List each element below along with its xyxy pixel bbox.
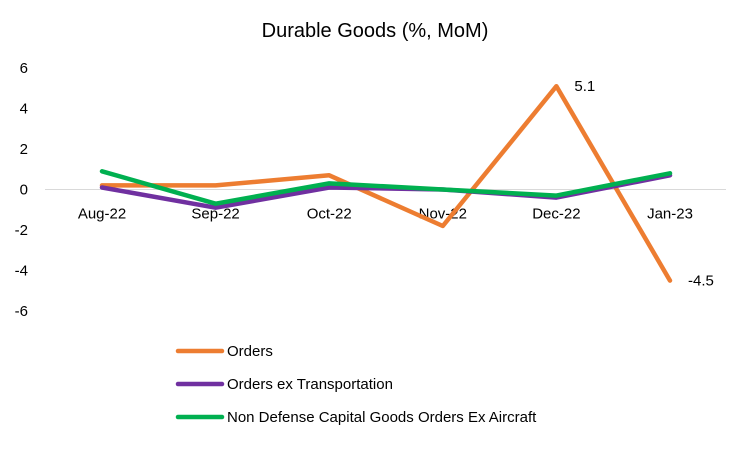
x-tick-label: Jan-23 [647, 206, 693, 223]
y-tick-label: -2 [15, 222, 28, 239]
legend-label: Orders ex Transportation [227, 376, 393, 393]
data-label: -4.5 [688, 273, 714, 290]
x-tick-label: Dec-22 [532, 206, 580, 223]
legend: Orders Orders ex Transportation Non Defens… [175, 343, 537, 426]
y-tick-label: -6 [15, 303, 28, 320]
y-tick-label: 2 [20, 141, 28, 158]
y-tick-label: 0 [20, 182, 28, 199]
y-tick-label: -4 [15, 263, 28, 280]
series-lines [99, 83, 673, 283]
series-line-0 [99, 83, 673, 283]
series-line-2 [99, 169, 673, 206]
legend-label: Non Defense Capital Goods Orders Ex Airc… [227, 409, 537, 426]
x-tick-label: Oct-22 [307, 206, 352, 223]
data-labels: 5.1 -4.5 [574, 78, 713, 289]
x-tick-label: Sep-22 [191, 206, 239, 223]
chart-title: Durable Goods (%, MoM) [262, 20, 489, 42]
data-label: 5.1 [574, 78, 595, 95]
y-tick-label: 4 [20, 101, 28, 118]
legend-label: Orders [227, 343, 273, 360]
x-tick-label: Aug-22 [78, 206, 126, 223]
y-tick-label: 6 [20, 60, 28, 77]
